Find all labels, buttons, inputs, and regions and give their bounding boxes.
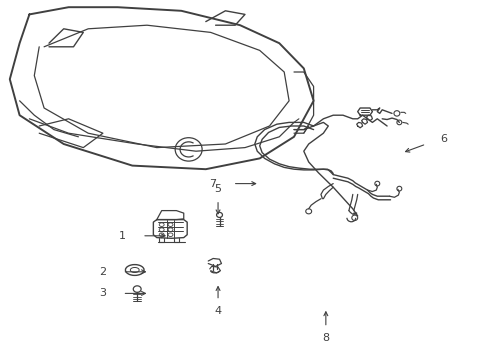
Text: 3: 3 — [99, 288, 106, 298]
Text: 2: 2 — [99, 267, 106, 277]
Text: 8: 8 — [322, 333, 329, 343]
Text: 6: 6 — [441, 134, 447, 144]
Text: 5: 5 — [215, 184, 221, 194]
Text: 4: 4 — [215, 306, 221, 316]
Text: 1: 1 — [119, 231, 126, 241]
Text: 7: 7 — [210, 179, 217, 189]
